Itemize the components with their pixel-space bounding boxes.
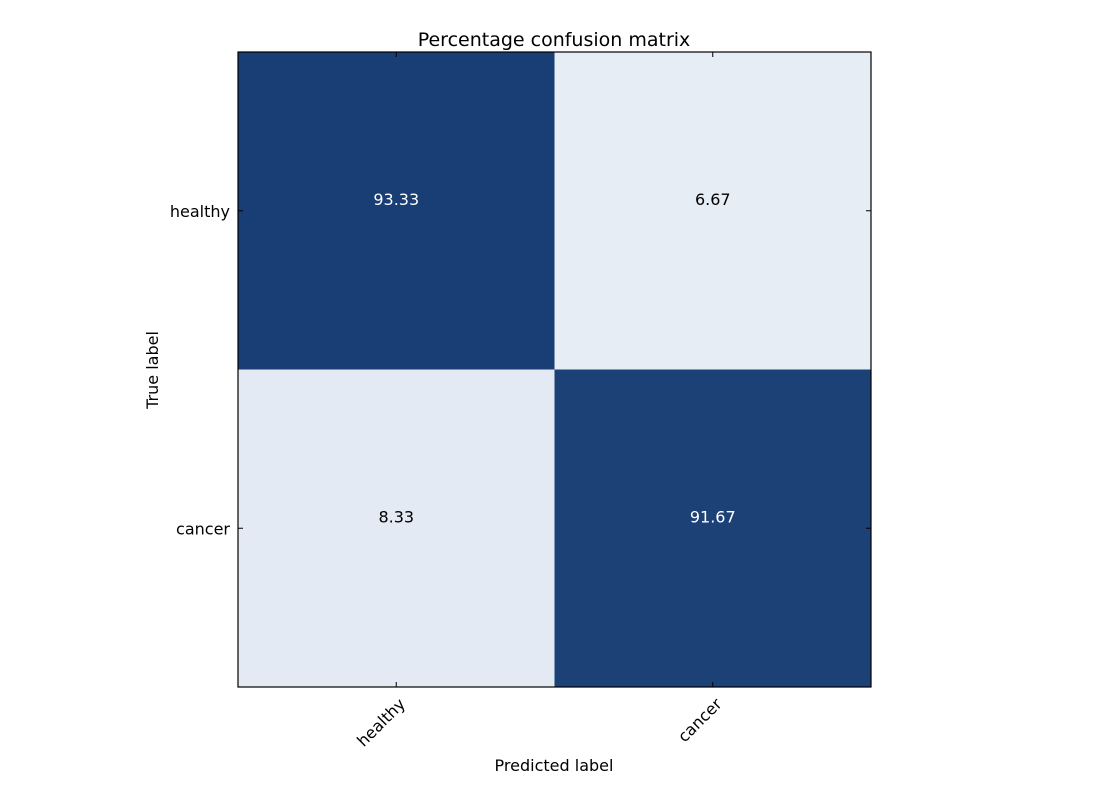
chart-title: Percentage confusion matrix [418,29,691,51]
heatmap-cells [238,52,871,687]
plot-frame [237,51,872,688]
cell-value-cancer-cancer: 91.67 [690,507,736,526]
axis-ticks [238,52,871,687]
cell-value-healthy-healthy: 93.33 [373,190,419,209]
x-axis-label: Predicted label [495,756,614,775]
y-tick-label-healthy: healthy [170,202,230,221]
cell-value-cancer-healthy: 8.33 [378,507,414,526]
heatmap-cell-healthy-cancer [554,52,871,370]
heatmap-cell-cancer-healthy [238,369,555,687]
heatmap-cell-cancer-cancer [554,369,871,687]
y-tick-label-cancer: cancer [176,519,230,538]
heatmap-cell-healthy-healthy [238,52,555,370]
cell-value-healthy-cancer: 6.67 [695,190,731,209]
cell-value-labels: 93.33 6.67 8.33 91.67 [373,190,735,527]
y-axis-label: True label [143,331,162,410]
